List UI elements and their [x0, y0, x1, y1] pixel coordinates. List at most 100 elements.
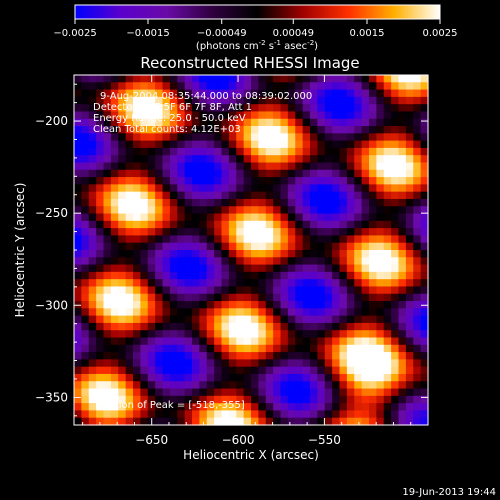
heatmap-cell [74, 147, 82, 156]
heatmap-cell [413, 96, 422, 105]
heatmap-cell [405, 177, 414, 185]
heatmap-cell [258, 417, 267, 426]
heatmap-cell [413, 315, 422, 324]
heatmap-cell [236, 271, 245, 280]
heatmap-cell [369, 308, 377, 317]
heatmap-cell [420, 111, 429, 120]
heatmap-cell [405, 271, 414, 280]
heatmap-cell [169, 344, 178, 353]
heatmap-cell [199, 417, 208, 426]
heatmap-cell [236, 147, 245, 156]
heatmap-cell [214, 155, 223, 164]
heatmap-cell [420, 155, 429, 164]
heatmap-cell [310, 293, 318, 302]
heatmap-cell [81, 337, 90, 346]
colorbar-tick-label: −0.0015 [126, 28, 169, 39]
heatmap-cell [192, 250, 200, 258]
heatmap-cell [199, 111, 208, 120]
heatmap-cell [81, 220, 90, 229]
heatmap-cell [125, 133, 134, 142]
heatmap-cell [110, 169, 119, 178]
heatmap-cell [265, 293, 274, 302]
heatmap-cell [265, 395, 274, 404]
heatmap-cell [192, 198, 200, 207]
heatmap-cell [302, 279, 311, 288]
heatmap-cell [110, 147, 119, 156]
heatmap-cell [369, 75, 377, 83]
heatmap-cell [192, 75, 200, 83]
heatmap-cell [280, 337, 289, 346]
heatmap-cell [302, 155, 311, 164]
heatmap-cell [413, 213, 422, 222]
heatmap-cell [206, 359, 215, 368]
heatmap-cell [155, 250, 164, 258]
heatmap-cell [169, 191, 178, 200]
heatmap-cell [243, 147, 252, 156]
heatmap-cell [133, 279, 141, 288]
heatmap-cell [302, 359, 311, 368]
heatmap-cell [214, 147, 223, 156]
heatmap-cell [236, 104, 245, 113]
heatmap-cell [251, 89, 259, 98]
heatmap-cell [236, 126, 245, 134]
heatmap-cell [324, 126, 333, 134]
heatmap-cell [88, 308, 97, 317]
heatmap-cell [133, 286, 141, 295]
heatmap-cell [273, 89, 282, 98]
heatmap-cell [199, 126, 208, 134]
heatmap-cell [317, 322, 326, 331]
heatmap-cell [376, 264, 385, 273]
heatmap-cell [310, 344, 318, 353]
heatmap-cell [280, 301, 289, 309]
heatmap-cell [376, 191, 385, 200]
heatmap-cell [317, 111, 326, 120]
heatmap-cell [147, 257, 156, 266]
heatmap-cell [361, 417, 370, 426]
heatmap-cell [376, 403, 385, 412]
heatmap-cell [369, 279, 377, 288]
heatmap-cell [214, 118, 223, 127]
heatmap-cell [110, 89, 119, 98]
heatmap-cell [162, 235, 171, 244]
heatmap-cell [96, 242, 105, 251]
heatmap-cell [420, 330, 429, 339]
heatmap-cell [125, 147, 134, 156]
heatmap-cell [125, 82, 134, 91]
heatmap-cell [354, 155, 363, 164]
heatmap-cell [251, 147, 259, 156]
heatmap-cell [310, 140, 318, 149]
heatmap-cell [184, 169, 193, 178]
heatmap-cell [88, 118, 97, 127]
heatmap-cell [310, 184, 318, 193]
heatmap-cell [110, 264, 119, 273]
heatmap-cell [155, 308, 164, 317]
heatmap-cell [192, 82, 200, 91]
heatmap-cell [376, 337, 385, 346]
heatmap-cell [192, 322, 200, 331]
cbar-units-sup2: -1 [274, 39, 281, 47]
heatmap-cell [243, 242, 252, 251]
heatmap-cell [273, 147, 282, 156]
heatmap-cell [103, 140, 112, 149]
heatmap-cell [155, 126, 164, 134]
heatmap-cell [74, 388, 82, 397]
heatmap-cell [221, 155, 230, 164]
heatmap-cell [228, 96, 237, 105]
heatmap-cell [169, 169, 178, 178]
heatmap-cell [405, 293, 414, 302]
heatmap-cell [214, 235, 223, 244]
heatmap-cell [140, 410, 149, 419]
heatmap-cell [310, 330, 318, 339]
heatmap-cell [369, 96, 377, 105]
heatmap-cell [214, 89, 223, 98]
heatmap-cell [295, 104, 304, 113]
heatmap-cell [243, 417, 252, 426]
heatmap-cell [287, 155, 296, 164]
heatmap-cell [140, 308, 149, 317]
heatmap-cell [391, 82, 400, 91]
heatmap-cell [398, 89, 407, 98]
heatmap-cell [110, 213, 119, 222]
heatmap-cell [251, 140, 259, 149]
heatmap-cell [147, 352, 156, 360]
heatmap-cell [133, 352, 141, 360]
